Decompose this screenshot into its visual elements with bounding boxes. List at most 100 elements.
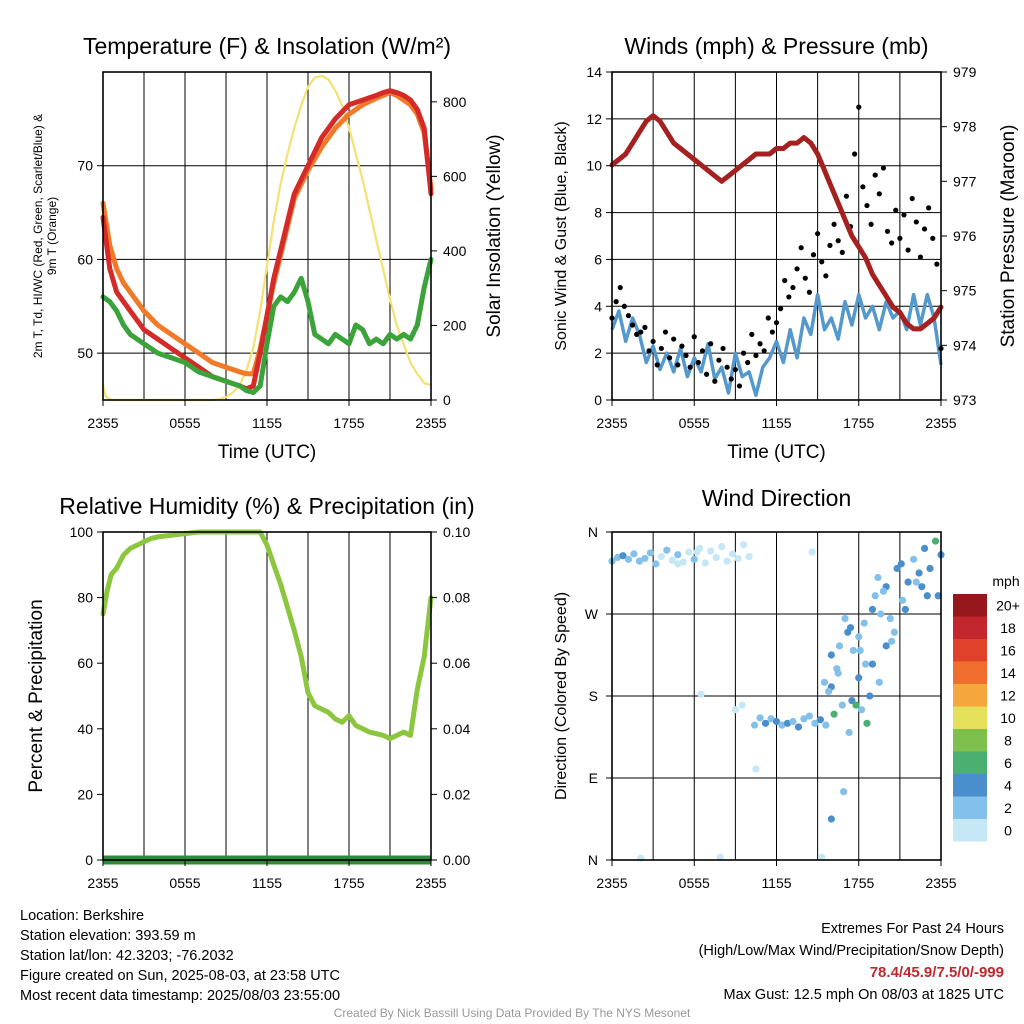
direction-point	[750, 721, 759, 729]
wind-gust-point	[806, 289, 813, 295]
direction-x-tick-label: 2355	[925, 875, 956, 891]
wind-y2-tick-label: 974	[953, 337, 977, 353]
direction-point	[827, 651, 835, 659]
wind-gust-point	[827, 242, 833, 248]
wind-gust-point	[732, 366, 738, 373]
elevation-text: Station elevation: 393.59 m	[20, 928, 196, 944]
temp-panel: 2355 0555 1155 1755 2355 50 60 70 0 200 400 600 800 T…	[31, 33, 505, 463]
temp-y-tick-label: 70	[77, 158, 93, 174]
direction-point	[868, 605, 877, 614]
rh-x-tick-label: 1155	[252, 875, 282, 891]
direction-point	[923, 592, 931, 600]
direction-point	[707, 547, 715, 555]
wind-gust-point	[613, 299, 619, 305]
direction-point	[920, 544, 929, 553]
wind-gust-point	[893, 207, 899, 213]
station-info: Location: Berkshire Station elevation: 3…	[20, 906, 340, 1006]
wind-gust-point	[658, 345, 664, 352]
direction-y-tick-label: N	[588, 852, 598, 868]
direction-point	[822, 721, 830, 729]
direction-point	[668, 556, 676, 564]
wind-gust-point	[909, 195, 915, 202]
direction-panel: 2355 0555 1155 1755 2355 N E S W N Wind Direction D…	[553, 485, 1020, 891]
created-text: Figure created on Sun, 2025-08-03, at 23…	[20, 968, 340, 984]
direction-point	[934, 592, 942, 600]
direction-point	[811, 719, 819, 727]
direction-point	[860, 619, 868, 627]
legend-swatch	[953, 684, 987, 707]
direction-point	[674, 560, 682, 568]
temp-x-tick-label: 1755	[333, 415, 364, 431]
direction-point	[863, 719, 871, 727]
temp-series-td	[100, 256, 434, 395]
direction-point	[890, 628, 898, 636]
rh-y2-tick-label: 0.04	[443, 721, 470, 737]
direction-point	[875, 678, 883, 686]
direction-point	[846, 624, 855, 632]
wind-gust-point	[736, 383, 743, 389]
wind-x-tick-label: 0555	[679, 415, 710, 431]
wind-gust-point	[765, 315, 771, 321]
legend-label: 14	[1000, 665, 1016, 681]
direction-point	[877, 610, 885, 618]
temp-y2-tick-label: 600	[443, 168, 467, 184]
wind-gust-point	[687, 364, 693, 370]
wind-gust-point	[757, 341, 763, 347]
legend-label: 20+	[996, 597, 1020, 613]
direction-point	[912, 578, 920, 586]
legend-label: 16	[1000, 642, 1016, 658]
direction-point	[767, 715, 775, 723]
wind-gust-point	[675, 362, 681, 368]
direction-point	[918, 583, 926, 591]
wind-gust-point	[860, 184, 866, 190]
direction-point	[630, 550, 638, 558]
rh-x-tick-label: 2355	[415, 875, 446, 891]
rh-y-tick-label: 80	[77, 590, 93, 606]
direction-point	[886, 614, 894, 623]
legend-swatch	[953, 661, 987, 684]
temp-x-tick-label: 1155	[252, 415, 282, 431]
wind-title: Winds (mph) & Pressure (mb)	[624, 33, 928, 59]
wind-gust-point	[864, 202, 870, 209]
rh-title: Relative Humidity (%) & Precipitation (i…	[59, 493, 474, 519]
wind-gust-point	[872, 172, 878, 178]
wind-gust-point	[753, 352, 759, 359]
direction-y-label: Direction (Colored By Speed)	[553, 592, 570, 800]
rh-y-tick-label: 60	[77, 655, 93, 671]
extremes-subtitle: (High/Low/Max Wind/Precipitation/Snow De…	[698, 943, 1004, 959]
rh-y-tick-label: 40	[77, 721, 93, 737]
wind-y-tick-label: 0	[594, 392, 602, 408]
direction-point	[646, 549, 654, 557]
legend-label: 8	[1004, 732, 1012, 748]
wind-gust-point	[646, 348, 652, 354]
legend-title: mph	[992, 573, 1019, 589]
wind-gust-point	[819, 259, 825, 265]
legend-swatch	[953, 774, 987, 797]
temp-y2-tick-label: 200	[443, 317, 467, 333]
legend-label: 18	[1000, 620, 1016, 636]
direction-point	[909, 555, 918, 563]
wind-gust-point	[699, 348, 706, 354]
temp-x-tick-label: 2355	[87, 415, 118, 431]
wind-gust-point	[650, 338, 656, 345]
wind-y-label: Sonic Wind & Gust (Blue, Black)	[553, 121, 570, 350]
wind-gust-point	[810, 252, 817, 258]
legend-label: 10	[1000, 710, 1016, 726]
direction-point	[745, 553, 753, 561]
direction-point	[926, 564, 934, 573]
temp-x-label: Time (UTC)	[218, 442, 317, 463]
direction-title: Wind Direction	[702, 485, 852, 511]
wind-gust-point	[712, 378, 718, 384]
wind-x-label: Time (UTC)	[727, 442, 826, 463]
wind-gust-point	[728, 376, 734, 382]
direction-point	[901, 605, 909, 614]
direction-point	[619, 552, 627, 560]
rh-y2-tick-label: 0.02	[443, 786, 470, 802]
wind-y-tick-label: 2	[594, 345, 602, 361]
temp-y2-tick-label: 400	[443, 243, 467, 259]
recent-text: Most recent data timestamp: 2025/08/03 2…	[20, 988, 341, 1004]
wind-gust-point	[926, 205, 932, 211]
wind-gust-point	[778, 306, 784, 312]
direction-x-tick-label: 2355	[596, 875, 627, 891]
